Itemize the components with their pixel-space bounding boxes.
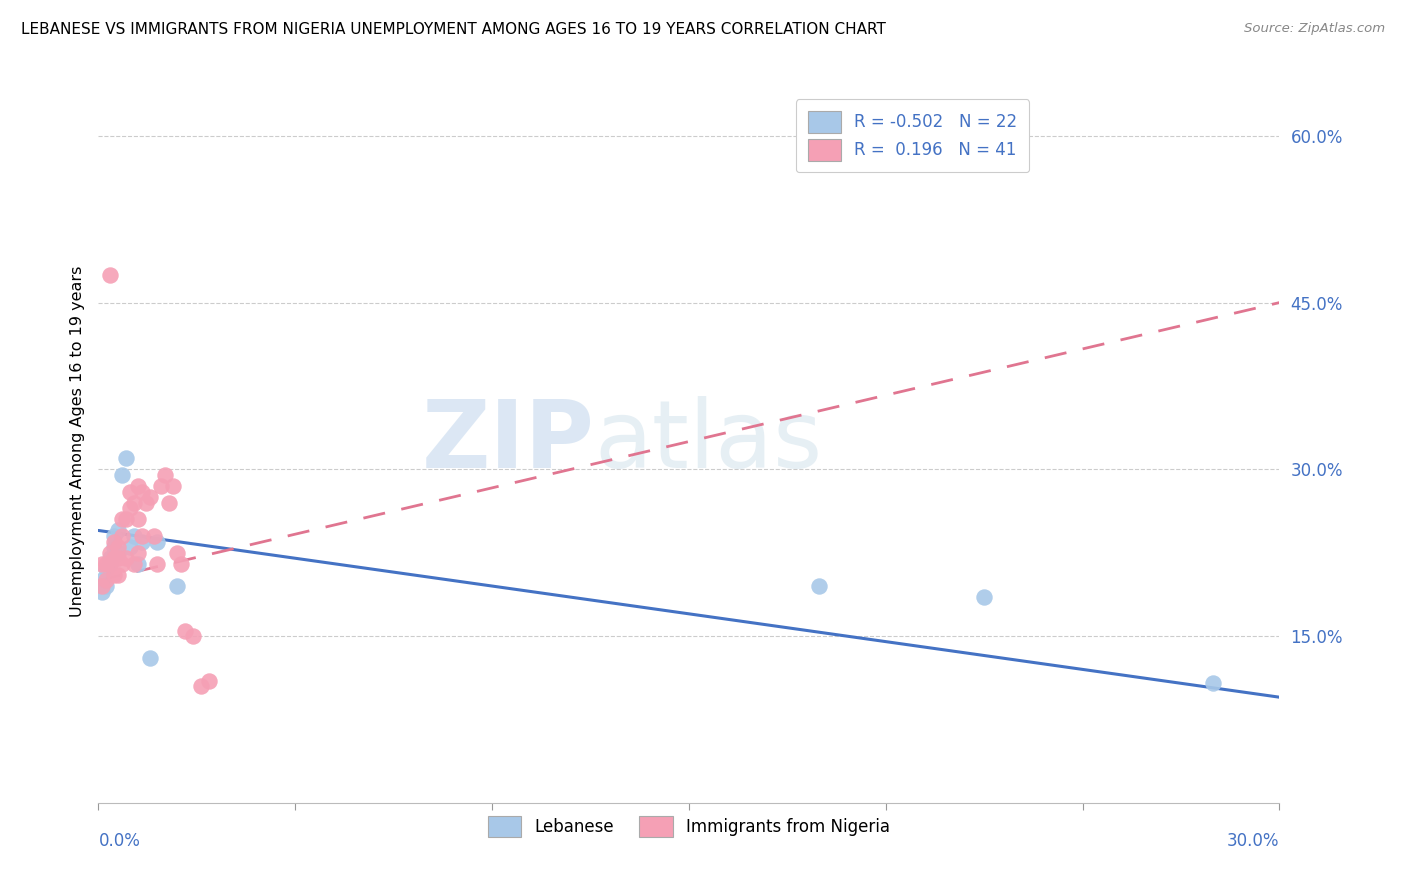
Point [118, 540, 141, 554]
Point [98, 546, 121, 560]
Point [135, 496, 157, 510]
Point [107, 524, 129, 538]
Point [96, 557, 118, 571]
Point [131, 484, 153, 499]
Text: LEBANESE VS IMMIGRANTS FROM NIGERIA UNEMPLOYMENT AMONG AGES 16 TO 19 YEARS CORRE: LEBANESE VS IMMIGRANTS FROM NIGERIA UNEM… [21, 22, 886, 37]
Point [181, 629, 204, 643]
Point [111, 467, 134, 482]
Point [166, 579, 188, 593]
Point [807, 579, 830, 593]
Point [190, 679, 212, 693]
Point [127, 546, 149, 560]
Point [103, 540, 125, 554]
Point [142, 529, 165, 543]
Point [118, 484, 141, 499]
Point [131, 534, 153, 549]
Point [122, 529, 145, 543]
Text: ZIP: ZIP [422, 395, 595, 488]
Point [103, 551, 125, 566]
Point [115, 512, 138, 526]
Point [103, 529, 125, 543]
Point [111, 557, 134, 571]
Point [131, 529, 153, 543]
Point [98, 557, 121, 571]
Point [98, 551, 121, 566]
Point [111, 529, 134, 543]
Point [91, 557, 114, 571]
Point [115, 451, 138, 466]
Point [107, 546, 129, 560]
Point [174, 624, 197, 638]
Text: 30.0%: 30.0% [1227, 831, 1279, 850]
Point [166, 546, 188, 560]
Point [115, 551, 138, 566]
Point [96, 574, 118, 588]
Point [111, 512, 134, 526]
Point [138, 490, 160, 504]
Point [127, 479, 149, 493]
Point [107, 551, 129, 566]
Y-axis label: Unemployment Among Ages 16 to 19 years: Unemployment Among Ages 16 to 19 years [69, 266, 84, 617]
Point [162, 479, 184, 493]
Point [96, 579, 118, 593]
Point [170, 557, 193, 571]
Point [107, 540, 129, 554]
Point [146, 557, 169, 571]
Point [91, 579, 114, 593]
Point [98, 557, 121, 571]
Text: atlas: atlas [595, 395, 823, 488]
Point [96, 562, 118, 576]
Legend: Lebanese, Immigrants from Nigeria: Lebanese, Immigrants from Nigeria [477, 804, 901, 848]
Point [1201, 675, 1223, 690]
Point [122, 557, 145, 571]
Point [122, 496, 145, 510]
Point [127, 512, 149, 526]
Text: Source: ZipAtlas.com: Source: ZipAtlas.com [1244, 22, 1385, 36]
Point [107, 568, 129, 582]
Point [138, 651, 160, 665]
Point [155, 467, 177, 482]
Point [146, 534, 169, 549]
Point [118, 501, 141, 516]
Point [157, 496, 180, 510]
Point [98, 268, 121, 282]
Point [973, 590, 995, 604]
Point [103, 568, 125, 582]
Point [150, 479, 173, 493]
Point [127, 557, 149, 571]
Point [91, 584, 114, 599]
Text: 0.0%: 0.0% [98, 831, 141, 850]
Point [197, 673, 219, 688]
Point [103, 534, 125, 549]
Point [91, 574, 114, 588]
